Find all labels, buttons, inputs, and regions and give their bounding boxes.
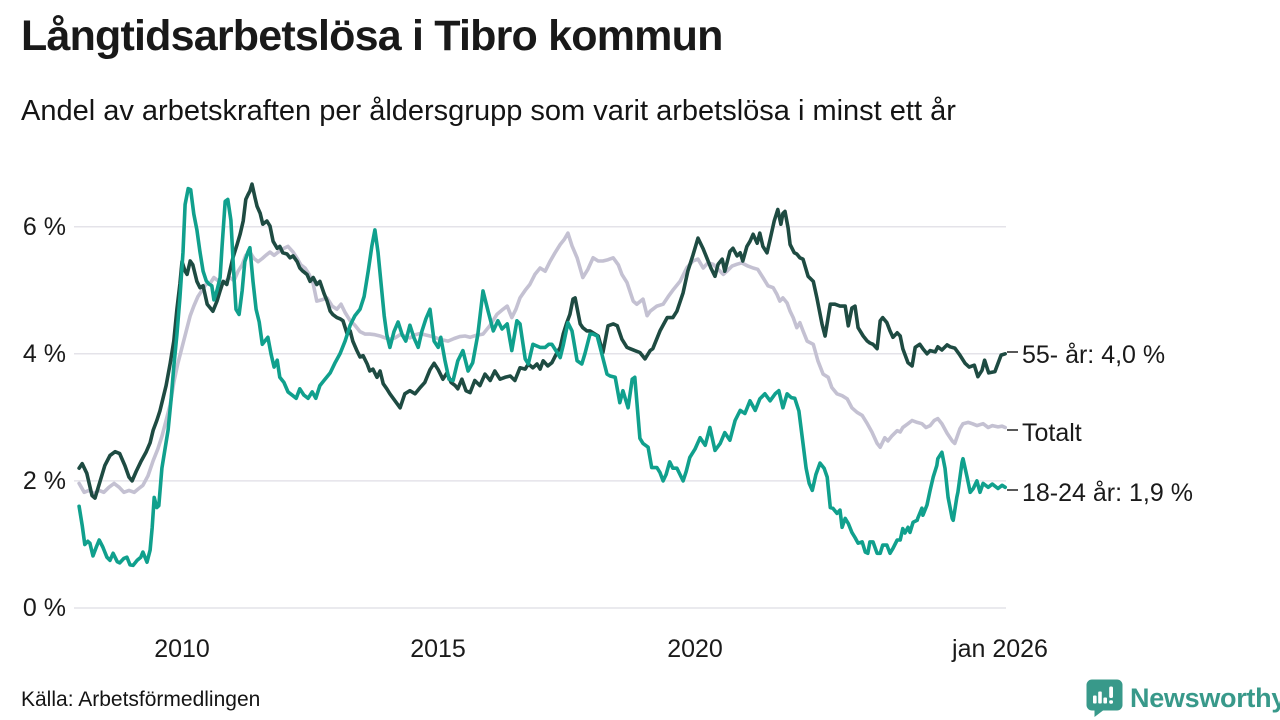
- end-label-leaders: [1007, 351, 1018, 491]
- bar-chart-glyph: [1093, 686, 1113, 704]
- series-end-label-totalt: Totalt: [1022, 419, 1082, 447]
- x-tick-label: 2010: [154, 635, 210, 663]
- y-tick-label: 2 %: [23, 467, 66, 495]
- series-line-18-24 år: [77, 186, 1008, 568]
- x-axis: 2010 2015 2020 jan 2026: [154, 635, 1048, 663]
- series-lines: [77, 182, 1008, 568]
- newsworthy-logo-icon: [1086, 679, 1123, 717]
- series-end-label-18-24: 18-24 år: 1,9 %: [1022, 479, 1193, 507]
- y-tick-label: 0 %: [23, 594, 66, 622]
- gridlines: [74, 225, 1006, 609]
- page-title: Långtidsarbetslösa i Tibro kommun: [21, 12, 723, 60]
- x-tick-label: 2015: [410, 635, 466, 663]
- y-tick-label: 4 %: [23, 340, 66, 368]
- x-tick-label: jan 2026: [951, 635, 1048, 663]
- newsworthy-brand[interactable]: Newsworthy: [1086, 679, 1280, 717]
- source-note: Källa: Arbetsförmedlingen: [21, 688, 261, 711]
- series-end-label-55: 55- år: 4,0 %: [1022, 341, 1165, 369]
- newsworthy-wordmark: Newsworthy: [1130, 682, 1280, 713]
- series-line-55- år: [77, 182, 1008, 500]
- y-axis: 6 % 4 % 2 % 0 %: [23, 213, 66, 622]
- x-tick-label: 2020: [667, 635, 723, 663]
- page-subtitle: Andel av arbetskraften per åldersgrupp s…: [21, 95, 956, 127]
- y-tick-label: 6 %: [23, 213, 66, 241]
- end-labels: 55- år: 4,0 % Totalt 18-24 år: 1,9 %: [1022, 341, 1193, 507]
